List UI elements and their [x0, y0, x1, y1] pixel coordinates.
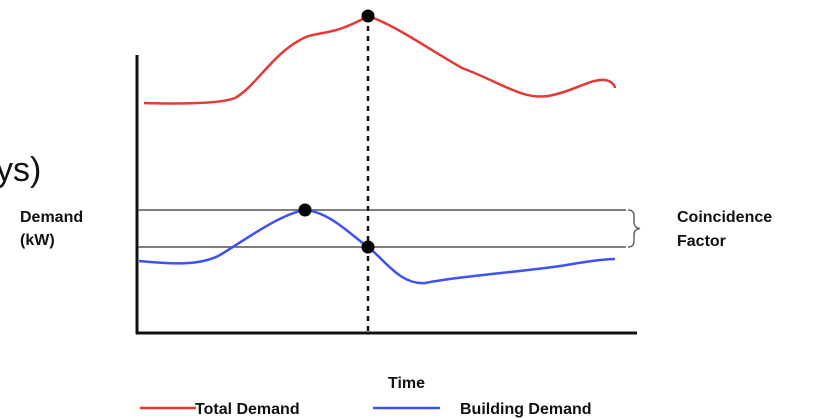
x-axis-label: Time — [388, 375, 425, 392]
bracket-label-line2: Factor — [677, 233, 726, 250]
fragment-text: ys) — [0, 151, 41, 189]
bracket-label-line1: Coincidence — [677, 209, 772, 226]
y-axis-label-line1: Demand — [20, 209, 83, 226]
legend-label-building-demand: Building Demand — [460, 401, 592, 418]
y-axis-label-line2: (kW) — [20, 232, 55, 249]
legend-label-total-demand: Total Demand — [195, 401, 300, 418]
building-peak-marker — [298, 203, 312, 217]
total-demand-curve — [143, 14, 617, 105]
coincidence-bracket — [627, 209, 641, 248]
system-peak-marker — [361, 9, 375, 23]
coincident-demand-marker — [361, 240, 375, 254]
